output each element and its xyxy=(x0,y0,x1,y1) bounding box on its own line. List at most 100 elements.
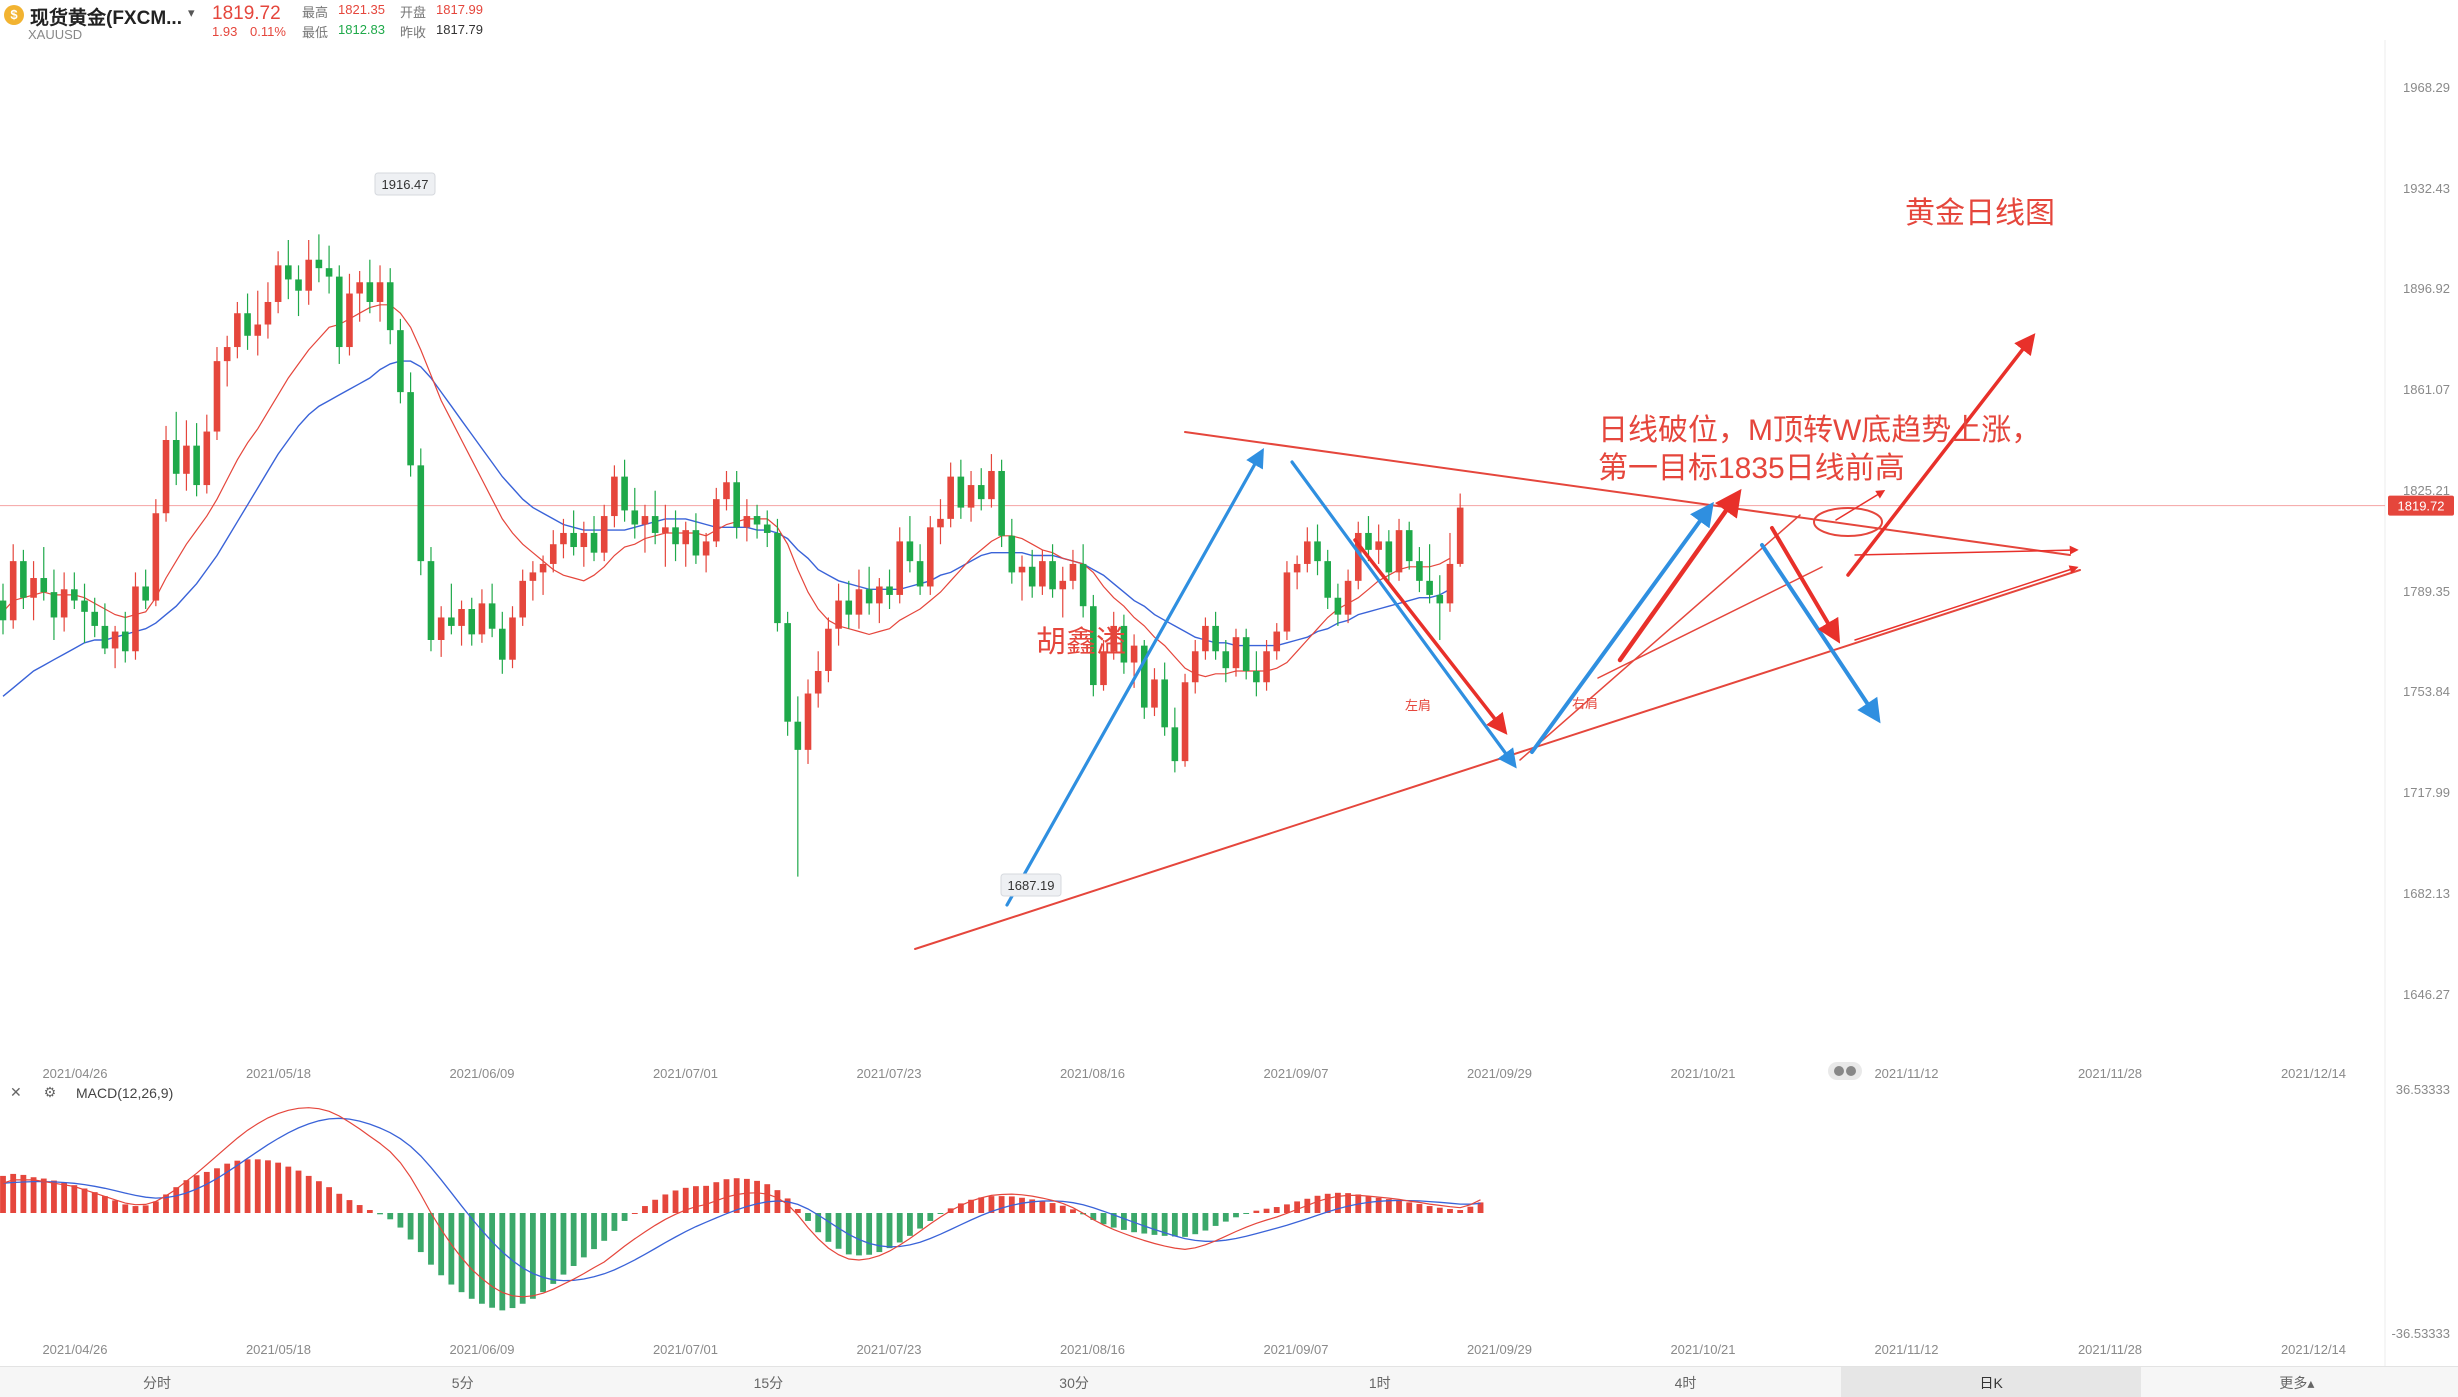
candle-body xyxy=(315,259,323,269)
candle-body xyxy=(1191,651,1199,683)
candle xyxy=(91,597,99,638)
macd-histogram-bar xyxy=(0,1175,6,1213)
macd-histogram-bar xyxy=(214,1168,220,1213)
candle-body xyxy=(662,527,669,533)
macd-histogram-bar xyxy=(193,1175,200,1213)
macd-histogram-bar xyxy=(1467,1206,1474,1213)
timeframe-tab[interactable]: 5分 xyxy=(451,1375,474,1391)
candle-body xyxy=(458,609,465,626)
timeframe-tab[interactable]: 更多▴ xyxy=(2279,1375,2315,1391)
candle xyxy=(1354,521,1362,590)
candle-body xyxy=(1283,572,1291,632)
candle-body xyxy=(285,265,292,280)
candle-body xyxy=(152,513,160,601)
candle-body xyxy=(1069,563,1077,581)
candle-body xyxy=(1436,594,1444,604)
candle xyxy=(244,293,251,350)
macd-histogram-bar xyxy=(1457,1210,1464,1213)
candle-body xyxy=(234,313,241,348)
chevron-down-icon[interactable]: ▾ xyxy=(188,5,195,20)
candle-body xyxy=(1039,561,1046,587)
candle xyxy=(40,547,48,601)
candle xyxy=(1151,668,1158,717)
candle xyxy=(865,566,873,615)
candle xyxy=(478,589,486,643)
timeframe-tab[interactable]: 日K xyxy=(1979,1375,2003,1391)
candle xyxy=(1100,640,1107,691)
candle-body xyxy=(0,600,7,621)
price-axis-label: 1968.29 xyxy=(2403,80,2450,95)
instrument-name[interactable]: 现货黄金(FXCM... xyxy=(30,8,182,29)
candle-body xyxy=(1100,651,1107,686)
candle xyxy=(448,583,455,635)
candle-body xyxy=(1090,606,1097,686)
macd-histogram-bar xyxy=(856,1213,862,1256)
timeframe-tab[interactable]: 4时 xyxy=(1674,1375,1697,1391)
candle-body xyxy=(590,532,598,553)
candle xyxy=(600,504,608,562)
macd-histogram-bar xyxy=(112,1200,118,1213)
macd-histogram-bar xyxy=(1121,1213,1127,1230)
candle-body xyxy=(468,609,476,635)
macd-histogram-bar xyxy=(356,1205,363,1213)
timeframe-tab[interactable]: 分时 xyxy=(143,1375,171,1391)
candle xyxy=(1283,561,1291,640)
candle-body xyxy=(763,524,771,533)
candle xyxy=(519,569,526,626)
candle xyxy=(397,318,404,404)
candle-body xyxy=(580,532,588,548)
candle-body xyxy=(560,532,567,545)
candle xyxy=(641,504,649,553)
macd-histogram-bar xyxy=(1416,1204,1423,1213)
timeframe-tab[interactable]: 1时 xyxy=(1368,1375,1391,1391)
candle xyxy=(733,470,740,539)
macd-histogram-bar xyxy=(1263,1208,1270,1213)
candle xyxy=(682,521,690,567)
close-icon[interactable]: ✕ xyxy=(10,1084,22,1100)
macd-histogram-bar xyxy=(397,1213,404,1228)
view-toggle-icon[interactable] xyxy=(1828,1062,1862,1080)
candle-body xyxy=(203,431,211,486)
timeframe-tab[interactable]: 30分 xyxy=(1059,1375,1089,1391)
candle xyxy=(1008,518,1016,584)
macd-date-axis-label: 2021/11/12 xyxy=(1874,1342,1938,1357)
price-axis-label: 1861.07 xyxy=(2403,382,2450,397)
candle xyxy=(1181,673,1189,767)
low-value: 1812.83 xyxy=(338,22,385,37)
left-shoulder-label: 左肩 xyxy=(1405,698,1431,713)
macd-histogram-bar xyxy=(285,1166,292,1213)
candle-body xyxy=(937,518,944,528)
candle xyxy=(20,549,27,610)
candle-body xyxy=(631,510,639,525)
candle-body xyxy=(539,563,547,573)
macd-histogram-bar xyxy=(1192,1213,1199,1235)
candle xyxy=(651,490,659,545)
timeframe-tab[interactable]: 15分 xyxy=(753,1375,784,1391)
candle-body xyxy=(1304,541,1311,564)
low-price-marker: 1687.19 xyxy=(1000,873,1062,897)
candle xyxy=(784,611,791,736)
candle-body xyxy=(1049,561,1056,590)
candle xyxy=(71,572,78,610)
macd-histogram-bar xyxy=(479,1213,485,1304)
settings-icon[interactable]: ⚙ xyxy=(43,1084,57,1100)
candle-body xyxy=(1130,645,1138,663)
candle-body xyxy=(427,561,435,640)
candle-body xyxy=(1202,625,1209,652)
macd-histogram-bar xyxy=(1273,1207,1280,1213)
price-axis-label: 1932.43 xyxy=(2403,181,2450,196)
macd-histogram-bar xyxy=(723,1179,730,1213)
macd-panel-controls[interactable]: ✕ ⚙ xyxy=(10,1084,56,1101)
date-axis-label: 2021/11/12 xyxy=(1874,1066,1938,1081)
macd-histogram-bar xyxy=(519,1213,526,1304)
macd-histogram-bar xyxy=(611,1213,618,1231)
resistance-trendline xyxy=(1184,431,2071,556)
macd-histogram-bar xyxy=(1406,1202,1413,1213)
date-axis-label: 2021/12/14 xyxy=(2281,1066,2346,1081)
macd-date-axis-label: 2021/04/26 xyxy=(42,1342,107,1357)
candle xyxy=(132,572,139,660)
candle xyxy=(896,527,904,604)
prev-close-label: 昨收 xyxy=(400,25,427,40)
candle-body xyxy=(570,532,577,548)
